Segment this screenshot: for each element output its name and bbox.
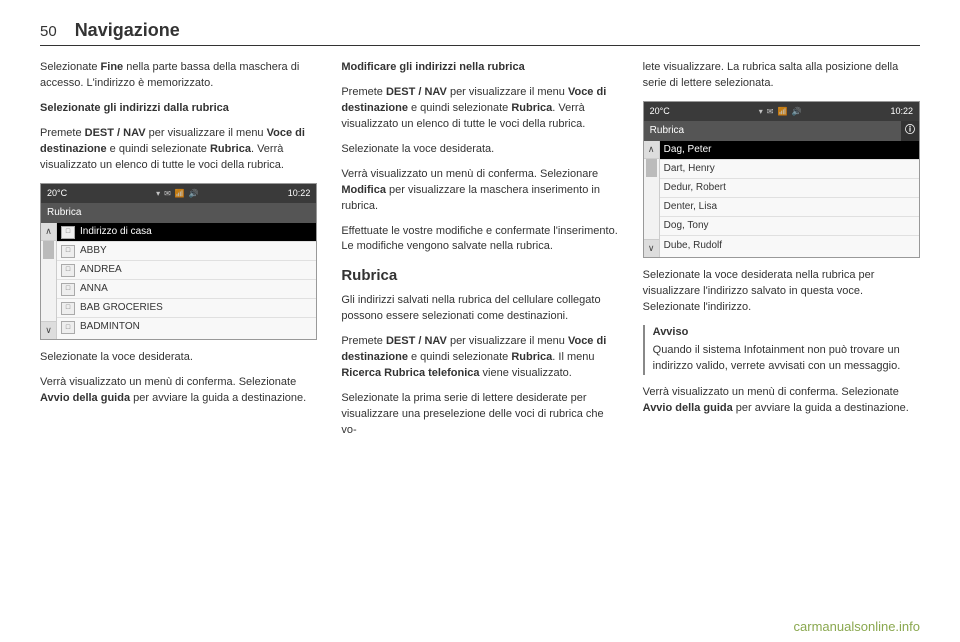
list-item[interactable]: Dedur, Robert <box>660 179 919 198</box>
list-item[interactable]: Denter, Lisa <box>660 198 919 217</box>
page-header: 50 Navigazione <box>40 20 920 46</box>
list-item-label: Dedur, Robert <box>664 181 726 196</box>
list-item[interactable]: Dart, Henry <box>660 160 919 179</box>
screen1-title: Rubrica <box>41 203 316 224</box>
list-item-label: Denter, Lisa <box>664 200 717 215</box>
list-item[interactable]: □ ABBY <box>57 242 316 261</box>
list-item-label: Dube, Rudolf <box>664 239 722 254</box>
col1-p2: Premete DEST / NAV per visualizzare il m… <box>40 126 317 174</box>
contact-type-icon: □ <box>61 302 75 315</box>
col1-p3: Selezionate la voce desiderata. <box>40 350 317 366</box>
col1-p1: Selezionate Fine nella parte bassa della… <box>40 60 317 92</box>
list-item-label: Indirizzo di casa <box>80 225 152 240</box>
contact-type-icon: □ <box>61 226 75 239</box>
col1-subhead: Selezionate gli indirizzi dalla rubrica <box>40 101 317 117</box>
list-item[interactable]: □ BAB GROCERIES <box>57 299 316 318</box>
screen2-list: Dag, Peter Dart, Henry Dedur, Robert Denter… <box>660 141 919 257</box>
list-item-label: ANNA <box>80 282 108 297</box>
list-item[interactable]: Dog, Tony <box>660 217 919 236</box>
col2-rubrica-heading: Rubrica <box>341 265 618 287</box>
screen2-time: 10:22 <box>890 105 913 118</box>
screen1-time: 10:22 <box>288 187 311 200</box>
list-item-label: Dart, Henry <box>664 162 715 177</box>
scroll-up-icon[interactable]: ∧ <box>41 223 56 241</box>
col2-p3: Verrà visualizzato un menù di conferma. … <box>341 167 618 215</box>
list-item[interactable]: □ ANDREA <box>57 261 316 280</box>
list-item[interactable]: Dag, Peter <box>660 141 919 160</box>
list-item[interactable]: Dube, Rudolf <box>660 236 919 255</box>
contact-type-icon: □ <box>61 264 75 277</box>
contact-type-icon: □ <box>61 283 75 296</box>
column-3: lete visualizzare. La rubrica salta alla… <box>643 60 920 448</box>
note-title: Avviso <box>653 325 920 341</box>
list-item-label: ABBY <box>80 244 107 259</box>
section-title: Navigazione <box>75 20 180 41</box>
list-item-label: BADMINTON <box>80 320 140 335</box>
screen1-temp: 20°C <box>47 187 67 200</box>
screen1-status-icons: ▾✉📶🔊 <box>154 187 201 200</box>
screen2-status-icons: ▾✉📶🔊 <box>757 105 804 118</box>
list-item-label: Dag, Peter <box>664 143 712 158</box>
col2-p7: Selezionate la prima serie di lettere de… <box>341 391 618 439</box>
list-item[interactable]: □ ANNA <box>57 280 316 299</box>
screen2-temp: 20°C <box>650 105 670 118</box>
col3-p3: Verrà visualizzato un menù di conferma. … <box>643 385 920 417</box>
col2-p6: Premete DEST / NAV per visualizzare il m… <box>341 334 618 382</box>
page-number: 50 <box>40 23 57 40</box>
screen2-title: Rubrica <box>644 121 901 142</box>
col2-subhead: Modificare gli indirizzi nella rubrica <box>341 60 618 76</box>
contact-type-icon: □ <box>61 321 75 334</box>
list-item-label: BAB GROCERIES <box>80 301 163 316</box>
col3-p1: lete visualizzare. La rubrica salta alla… <box>643 60 920 92</box>
column-1: Selezionate Fine nella parte bassa della… <box>40 60 317 448</box>
list-item-label: Dog, Tony <box>664 219 709 234</box>
list-item[interactable]: □ BADMINTON <box>57 318 316 337</box>
col2-p2: Selezionate la voce desiderata. <box>341 142 618 158</box>
list-item-label: ANDREA <box>80 263 122 278</box>
screen1-list: □ Indirizzo di casa □ ABBY □ ANDREA □ ANNA □ BAB … <box>57 223 316 339</box>
contact-type-icon: □ <box>61 245 75 258</box>
screen1-scrollbar[interactable]: ∧ ∨ <box>41 223 57 339</box>
col1-p4: Verrà visualizzato un menù di conferma. … <box>40 375 317 407</box>
scroll-down-icon[interactable]: ∨ <box>41 321 56 339</box>
footer-link[interactable]: carmanualsonline.info <box>794 619 920 634</box>
col2-p4: Effettuate le vostre modifiche e conferm… <box>341 224 618 256</box>
rubrica-screenshot-1: 20°C ▾✉📶🔊 10:22 Rubrica ∧ ∨ □ Indirizzo d… <box>40 183 317 341</box>
note-box: Avviso Quando il sistema Infotainment no… <box>643 325 920 375</box>
rubrica-screenshot-2: 20°C ▾✉📶🔊 10:22 Rubrica ⓘ ∧ ∨ Dag, Peter… <box>643 101 920 259</box>
scroll-down-icon[interactable]: ∨ <box>644 239 659 257</box>
info-icon[interactable]: ⓘ <box>901 121 919 142</box>
column-2: Modificare gli indirizzi nella rubrica P… <box>341 60 618 448</box>
col3-p2: Selezionate la voce desiderata nella rub… <box>643 268 920 316</box>
note-body: Quando il sistema Infotainment non può t… <box>653 343 920 375</box>
screen2-scrollbar[interactable]: ∧ ∨ <box>644 141 660 257</box>
col2-p5: Gli indirizzi salvati nella rubrica del … <box>341 293 618 325</box>
col2-p1: Premete DEST / NAV per visualizzare il m… <box>341 85 618 133</box>
list-item[interactable]: □ Indirizzo di casa <box>57 223 316 242</box>
scroll-up-icon[interactable]: ∧ <box>644 141 659 159</box>
